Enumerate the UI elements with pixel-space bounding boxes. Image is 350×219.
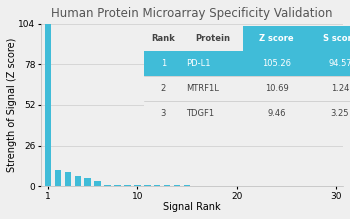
Bar — [174, 185, 180, 186]
Bar — [94, 181, 101, 186]
Bar — [194, 185, 200, 186]
Bar — [183, 76, 243, 101]
Bar — [124, 185, 131, 186]
Text: PD-L1: PD-L1 — [186, 59, 210, 68]
Bar — [104, 185, 111, 186]
Bar — [144, 185, 150, 186]
Bar — [144, 101, 183, 126]
Bar — [214, 185, 220, 186]
Text: TDGF1: TDGF1 — [186, 109, 214, 118]
Bar — [183, 25, 243, 51]
Text: MTRF1L: MTRF1L — [186, 84, 219, 93]
Bar — [243, 51, 310, 76]
X-axis label: Signal Rank: Signal Rank — [163, 202, 221, 212]
Text: S score: S score — [323, 34, 350, 42]
Bar — [65, 172, 71, 186]
Text: 3.25: 3.25 — [331, 109, 349, 118]
Bar — [183, 101, 243, 126]
Bar — [243, 25, 310, 51]
Bar — [183, 51, 243, 76]
Text: 2: 2 — [161, 84, 166, 93]
Bar — [310, 76, 350, 101]
Bar — [144, 51, 183, 76]
Text: 105.26: 105.26 — [262, 59, 291, 68]
Title: Human Protein Microarray Specificity Validation: Human Protein Microarray Specificity Val… — [51, 7, 333, 20]
Bar — [144, 25, 183, 51]
Text: 9.46: 9.46 — [267, 109, 286, 118]
Text: Z score: Z score — [259, 34, 294, 42]
Text: 94.57: 94.57 — [328, 59, 350, 68]
Bar — [310, 101, 350, 126]
Bar — [114, 185, 121, 186]
Bar — [75, 176, 81, 186]
Text: 1: 1 — [161, 59, 166, 68]
Bar — [164, 185, 170, 186]
Bar — [310, 25, 350, 51]
Bar — [204, 185, 210, 186]
Text: 3: 3 — [161, 109, 166, 118]
Bar — [134, 185, 141, 186]
Bar — [243, 76, 310, 101]
Bar — [84, 178, 91, 186]
Bar — [55, 170, 61, 186]
Bar — [144, 76, 183, 101]
Text: 10.69: 10.69 — [265, 84, 288, 93]
Bar — [310, 51, 350, 76]
Bar — [243, 101, 310, 126]
Text: 1.24: 1.24 — [331, 84, 349, 93]
Bar — [184, 185, 190, 186]
Text: Protein: Protein — [196, 34, 231, 42]
Bar — [154, 185, 161, 186]
Text: Rank: Rank — [152, 34, 175, 42]
Bar — [45, 24, 51, 186]
Y-axis label: Strength of Signal (Z score): Strength of Signal (Z score) — [7, 38, 17, 172]
